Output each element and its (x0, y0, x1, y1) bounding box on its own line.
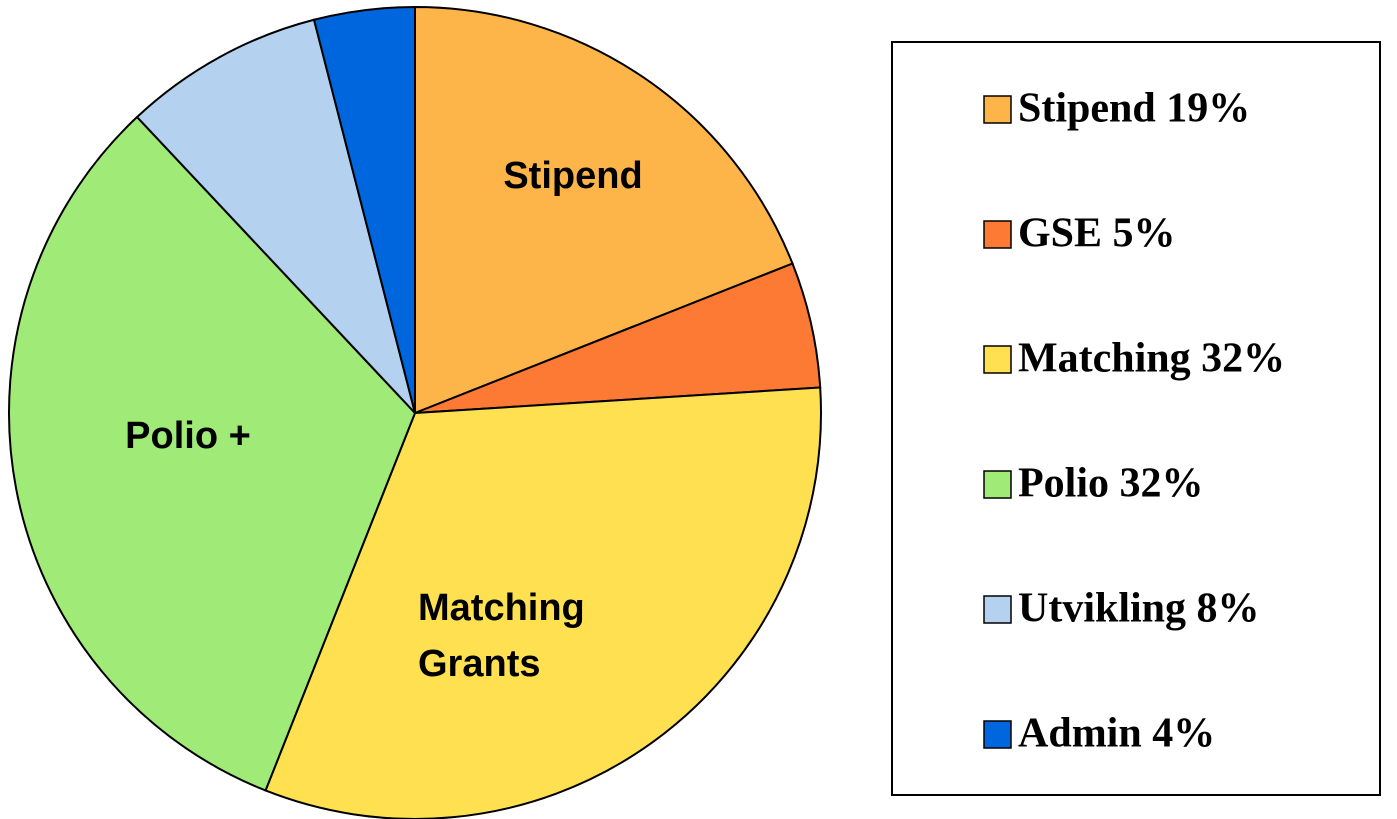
slice-label: Polio + (125, 415, 251, 457)
legend-box (891, 41, 1381, 796)
legend-label: Stipend 19% (1018, 86, 1250, 132)
legend-swatch (983, 595, 1012, 624)
slice-label: Grants (418, 643, 540, 685)
legend-swatch (983, 470, 1012, 499)
legend-swatch (983, 345, 1012, 374)
slice-label: Matching (418, 587, 585, 629)
legend-swatch (983, 220, 1012, 249)
legend-label: Polio 32% (1018, 461, 1204, 507)
legend-label: Matching 32% (1018, 336, 1285, 382)
legend-swatch (983, 95, 1012, 124)
legend-swatch (983, 720, 1012, 749)
pie-slice (414, 5, 794, 415)
pie-slice (135, 18, 416, 414)
legend-label: Utvikling 8% (1018, 586, 1260, 632)
pie-slice (8, 115, 417, 792)
legend-label: Admin 4% (1018, 711, 1215, 757)
pie-slice (264, 386, 822, 819)
slice-label: Stipend (503, 155, 642, 197)
legend-label: GSE 5% (1018, 211, 1176, 257)
pie-slice (312, 5, 416, 414)
